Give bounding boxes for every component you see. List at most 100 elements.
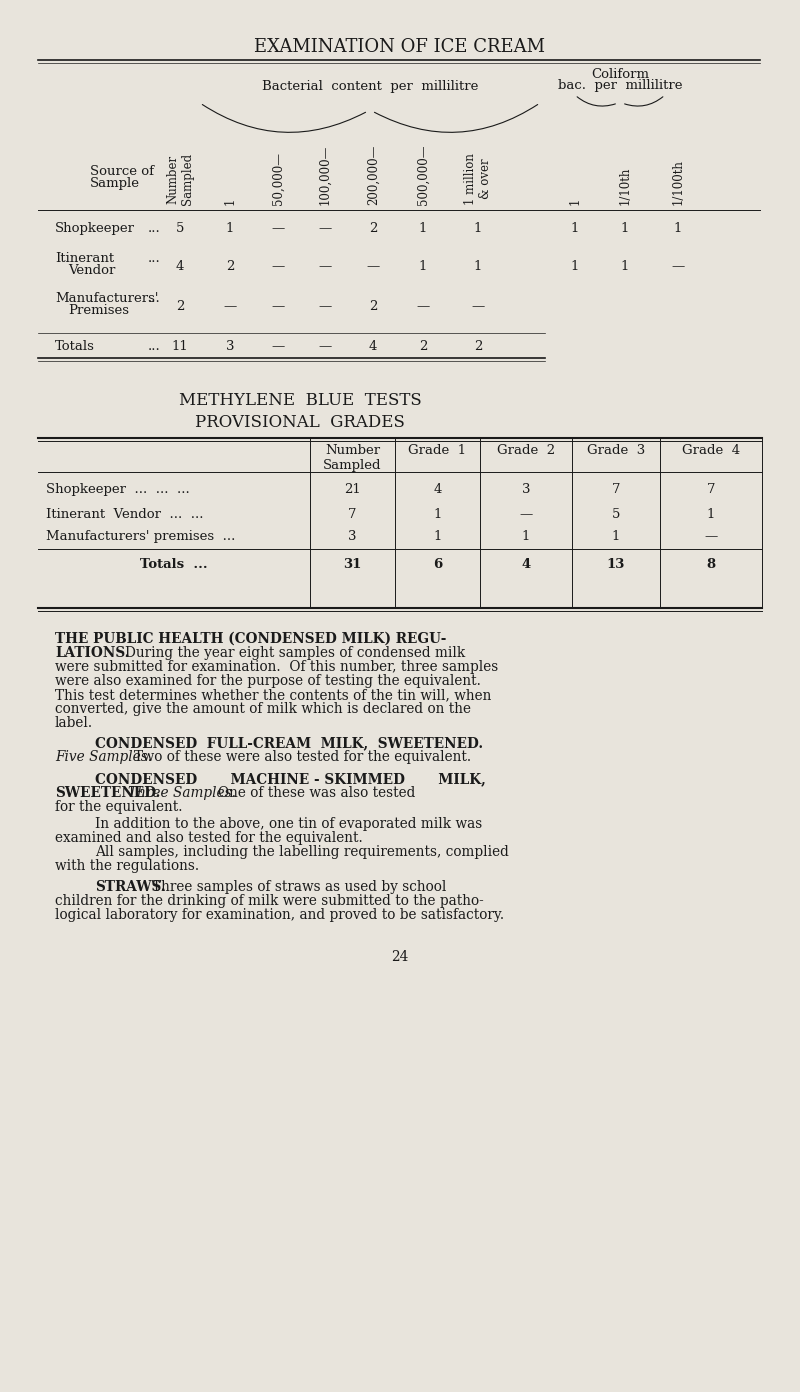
Text: 1: 1 (621, 260, 629, 273)
Text: 100,000—: 100,000— (318, 145, 331, 205)
Text: Manufacturers': Manufacturers' (55, 292, 158, 305)
Text: Totals  ...: Totals ... (140, 558, 208, 571)
Text: Bacterial  content  per  millilitre: Bacterial content per millilitre (262, 79, 478, 93)
Text: Manufacturers' premises  ...: Manufacturers' premises ... (46, 530, 235, 543)
Text: —: — (271, 221, 285, 235)
Text: Two of these were also tested for the equivalent.: Two of these were also tested for the eq… (134, 750, 471, 764)
Text: 1/10th: 1/10th (618, 167, 631, 205)
Text: 1: 1 (474, 221, 482, 235)
Text: 1: 1 (571, 260, 579, 273)
Text: 50,000—: 50,000— (271, 152, 285, 205)
Text: 3: 3 (226, 340, 234, 354)
Text: 2: 2 (369, 301, 377, 313)
Text: bac.  per  millilitre: bac. per millilitre (558, 79, 682, 92)
Text: Itinerant: Itinerant (55, 252, 114, 264)
Text: 11: 11 (172, 340, 188, 354)
Text: Grade  1: Grade 1 (409, 444, 466, 457)
Text: 24: 24 (391, 949, 409, 965)
Text: ...: ... (148, 292, 161, 305)
Text: 3: 3 (348, 530, 357, 543)
Text: 200,000—: 200,000— (366, 145, 379, 205)
Text: 4: 4 (434, 483, 442, 496)
Text: converted, give the amount of milk which is declared on the: converted, give the amount of milk which… (55, 702, 471, 715)
Text: 1: 1 (571, 221, 579, 235)
Text: 8: 8 (706, 558, 715, 571)
Text: Vendor: Vendor (68, 264, 115, 277)
Text: 500,000—: 500,000— (417, 145, 430, 205)
Text: Three Samples.: Three Samples. (128, 786, 236, 800)
Text: 1: 1 (419, 221, 427, 235)
Text: —: — (271, 260, 285, 273)
Text: —: — (318, 260, 332, 273)
Text: Shopkeeper  ...  ...  ...: Shopkeeper ... ... ... (46, 483, 190, 496)
Text: 1: 1 (474, 260, 482, 273)
Text: STRAWS.: STRAWS. (95, 880, 166, 894)
Text: Grade  2: Grade 2 (497, 444, 555, 457)
Text: SWEETENED.: SWEETENED. (55, 786, 160, 800)
Text: Premises: Premises (68, 303, 129, 317)
Text: 1 million
& over: 1 million & over (464, 153, 492, 205)
Text: 6: 6 (433, 558, 442, 571)
Text: Itinerant  Vendor  ...  ...: Itinerant Vendor ... ... (46, 508, 203, 521)
Text: THE PUBLIC HEALTH (CONDENSED MILK) REGU-: THE PUBLIC HEALTH (CONDENSED MILK) REGU- (55, 632, 446, 646)
Text: 1: 1 (434, 530, 442, 543)
Text: for the equivalent.: for the equivalent. (55, 800, 182, 814)
Text: 1: 1 (223, 198, 237, 205)
Text: —: — (704, 530, 718, 543)
Text: This test determines whether the contents of the tin will, when: This test determines whether the content… (55, 688, 491, 702)
Text: 1: 1 (434, 508, 442, 521)
Text: Number
Sampled: Number Sampled (323, 444, 382, 472)
Text: All samples, including the labelling requirements, complied: All samples, including the labelling req… (95, 845, 509, 859)
Text: —: — (271, 301, 285, 313)
Text: 1: 1 (569, 198, 582, 205)
Text: were submitted for examination.  Of this number, three samples: were submitted for examination. Of this … (55, 660, 498, 674)
Text: —: — (519, 508, 533, 521)
Text: Coliform: Coliform (591, 68, 649, 81)
Text: 2: 2 (176, 301, 184, 313)
Text: —: — (223, 301, 237, 313)
Text: 1: 1 (621, 221, 629, 235)
Text: 1: 1 (419, 260, 427, 273)
Text: LATIONS.: LATIONS. (55, 646, 130, 660)
Text: CONDENSED       MACHINE - SKIMMED       MILK,: CONDENSED MACHINE - SKIMMED MILK, (95, 773, 486, 786)
Text: Sample: Sample (90, 177, 140, 189)
Text: children for the drinking of milk were submitted to the patho-: children for the drinking of milk were s… (55, 894, 484, 908)
Text: 5: 5 (176, 221, 184, 235)
Text: —: — (366, 260, 380, 273)
Text: Grade  3: Grade 3 (587, 444, 645, 457)
Text: ...: ... (148, 252, 161, 264)
Text: —: — (318, 221, 332, 235)
Text: One of these was also tested: One of these was also tested (218, 786, 415, 800)
Text: PROVISIONAL  GRADES: PROVISIONAL GRADES (195, 413, 405, 432)
Text: with the regulations.: with the regulations. (55, 859, 199, 873)
Text: 1: 1 (226, 221, 234, 235)
Text: 4: 4 (369, 340, 377, 354)
Text: —: — (318, 340, 332, 354)
Text: —: — (671, 260, 685, 273)
Text: —: — (318, 301, 332, 313)
Text: 2: 2 (226, 260, 234, 273)
Text: 5: 5 (612, 508, 620, 521)
Text: Source of: Source of (90, 166, 154, 178)
Text: Five Samples.: Five Samples. (55, 750, 152, 764)
Text: 3: 3 (522, 483, 530, 496)
Text: 13: 13 (607, 558, 625, 571)
Text: 1: 1 (522, 530, 530, 543)
Text: Three samples of straws as used by school: Three samples of straws as used by schoo… (152, 880, 446, 894)
Text: ...: ... (148, 340, 161, 354)
Text: examined and also tested for the equivalent.: examined and also tested for the equival… (55, 831, 362, 845)
Text: CONDENSED  FULL-CREAM  MILK,  SWEETENED.: CONDENSED FULL-CREAM MILK, SWEETENED. (95, 736, 483, 750)
Text: Grade  4: Grade 4 (682, 444, 740, 457)
Text: —: — (471, 301, 485, 313)
Text: ...: ... (148, 221, 161, 235)
Text: 1: 1 (612, 530, 620, 543)
Text: Shopkeeper: Shopkeeper (55, 221, 135, 235)
Text: label.: label. (55, 715, 93, 729)
Text: Totals: Totals (55, 340, 95, 354)
Text: 7: 7 (612, 483, 620, 496)
Text: Number
Sampled: Number Sampled (166, 153, 194, 205)
Text: 1: 1 (707, 508, 715, 521)
Text: 7: 7 (706, 483, 715, 496)
Text: METHYLENE  BLUE  TESTS: METHYLENE BLUE TESTS (178, 393, 422, 409)
Text: 4: 4 (176, 260, 184, 273)
